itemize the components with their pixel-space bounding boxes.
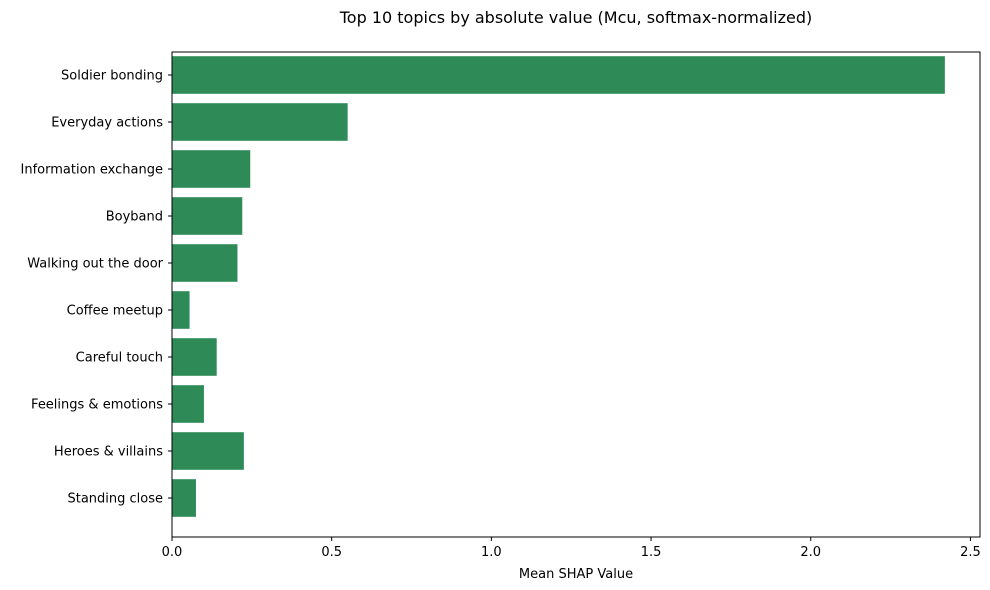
y-tick-label: Standing close bbox=[67, 492, 163, 507]
y-axis-ticks: Soldier bonding Everyday actions Informati… bbox=[21, 69, 172, 507]
y-tick-label: Boyband bbox=[106, 210, 163, 225]
y-tick-label: Soldier bonding bbox=[61, 69, 163, 84]
y-tick-label: Information exchange bbox=[21, 163, 163, 178]
x-tick-label: 1.5 bbox=[641, 545, 662, 560]
x-tick-label: 2.0 bbox=[800, 545, 821, 560]
bar bbox=[172, 150, 251, 188]
x-tick-label: 0.5 bbox=[321, 545, 342, 560]
bars-layer bbox=[172, 56, 945, 517]
bar bbox=[172, 291, 190, 329]
bar bbox=[172, 432, 244, 470]
chart-title: Top 10 topics by absolute value (Mcu, so… bbox=[339, 8, 812, 27]
bar bbox=[172, 197, 243, 235]
x-tick-label: 2.5 bbox=[960, 545, 981, 560]
bar bbox=[172, 338, 217, 376]
bar bbox=[172, 56, 945, 94]
y-tick-label: Careful touch bbox=[76, 351, 163, 366]
x-tick-label: 1.0 bbox=[481, 545, 502, 560]
bar bbox=[172, 244, 238, 282]
y-tick-label: Walking out the door bbox=[27, 257, 163, 272]
y-tick-label: Feelings & emotions bbox=[31, 398, 163, 413]
x-axis-label: Mean SHAP Value bbox=[519, 567, 633, 582]
bar bbox=[172, 479, 196, 517]
bar bbox=[172, 385, 204, 423]
y-tick-label: Everyday actions bbox=[51, 116, 163, 131]
x-tick-label: 0.0 bbox=[162, 545, 183, 560]
x-axis-ticks: 0.0 0.5 1.0 1.5 2.0 2.5 bbox=[162, 537, 981, 560]
bar bbox=[172, 103, 348, 141]
y-tick-label: Heroes & villains bbox=[54, 445, 163, 460]
plot-frame bbox=[171, 51, 981, 538]
y-tick-label: Coffee meetup bbox=[67, 304, 163, 319]
